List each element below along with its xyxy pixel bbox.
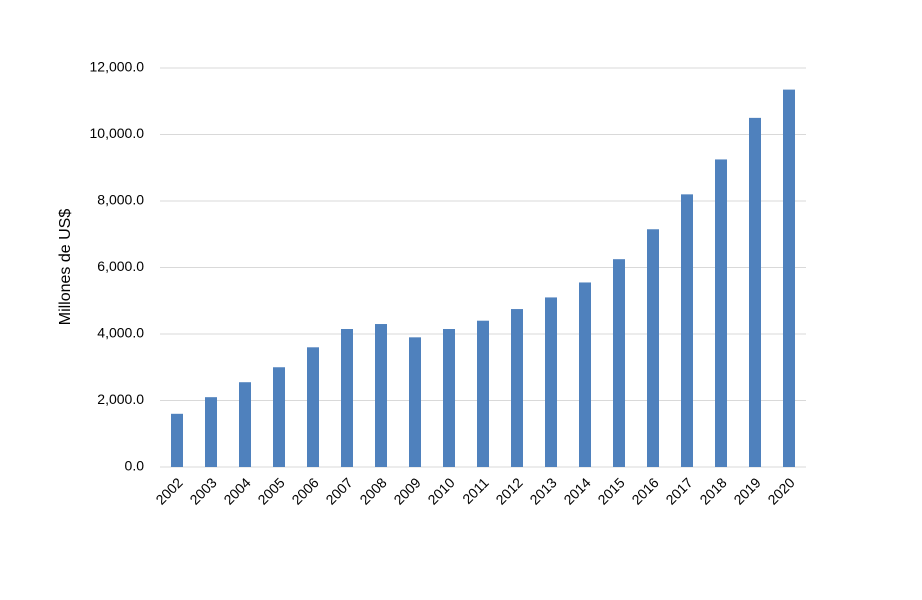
bar — [171, 413, 183, 467]
bar — [273, 367, 285, 467]
y-tick-label: 6,000.0 — [97, 258, 144, 274]
bar — [681, 194, 693, 467]
y-tick-label: 2,000.0 — [97, 391, 144, 407]
bar — [205, 397, 217, 467]
bar — [307, 347, 319, 467]
bar — [749, 117, 761, 467]
y-tick-label: 12,000.0 — [90, 59, 145, 75]
bar — [783, 89, 795, 468]
y-tick-label: 4,000.0 — [97, 325, 144, 341]
y-tick-label: 8,000.0 — [97, 192, 144, 208]
bar — [341, 329, 353, 467]
y-tick-label: 10,000.0 — [90, 125, 145, 141]
bar — [477, 320, 489, 467]
bar — [579, 282, 591, 467]
y-axis-label: Millones de US$ — [57, 209, 74, 326]
bar — [375, 324, 387, 467]
y-tick-label: 0.0 — [125, 458, 145, 474]
bar — [239, 382, 251, 467]
bar — [715, 159, 727, 467]
bar — [511, 309, 523, 467]
bar — [443, 329, 455, 467]
bar — [613, 259, 625, 467]
bar — [545, 297, 557, 467]
bar — [647, 229, 659, 467]
bar — [409, 337, 421, 467]
